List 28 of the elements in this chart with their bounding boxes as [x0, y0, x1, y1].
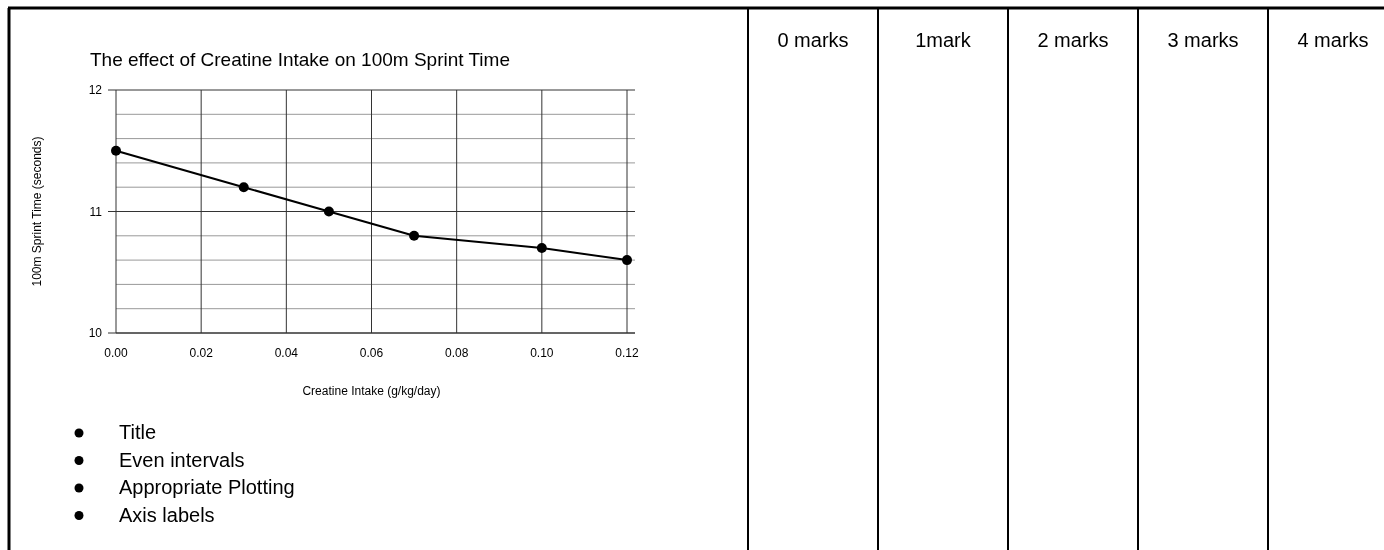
x-tick-label: 0.06 — [359, 346, 384, 360]
point — [409, 230, 420, 241]
text: 2 marks — [1037, 29, 1109, 51]
text: 4 marks — [1297, 29, 1369, 51]
text: Even intervals — [119, 448, 245, 471]
text: 1mark — [915, 29, 972, 51]
x-tick-label: 0.04 — [274, 346, 299, 360]
text: 3 marks — [1167, 29, 1239, 51]
chart-title: The effect of Creatine Intake on 100m Sprint Time — [90, 49, 510, 70]
x-axis-title: Creatine Intake (g/kg/day) — [302, 384, 441, 398]
x-tick-label: 0.08 — [444, 346, 469, 360]
y-tick-label: 12 — [88, 83, 103, 98]
x-tick-label: 0.12 — [615, 346, 639, 360]
point — [238, 182, 249, 193]
point — [323, 206, 334, 217]
x-tick-label: 0.02 — [189, 346, 214, 360]
y-axis-title: 100m Sprint Time (seconds) — [30, 136, 44, 287]
text: 0 marks — [777, 29, 849, 51]
x-tick-label: 0.10 — [530, 346, 554, 360]
y-tick-label: 10 — [88, 326, 103, 341]
text: Axis labels — [119, 503, 215, 526]
y-tick-label: 11 — [89, 204, 103, 219]
text: Title — [119, 421, 157, 443]
point — [111, 145, 121, 156]
point — [536, 242, 547, 253]
x-tick-label: 0.00 — [104, 346, 128, 360]
text: Appropriate Plotting — [119, 476, 295, 498]
point — [622, 255, 632, 266]
